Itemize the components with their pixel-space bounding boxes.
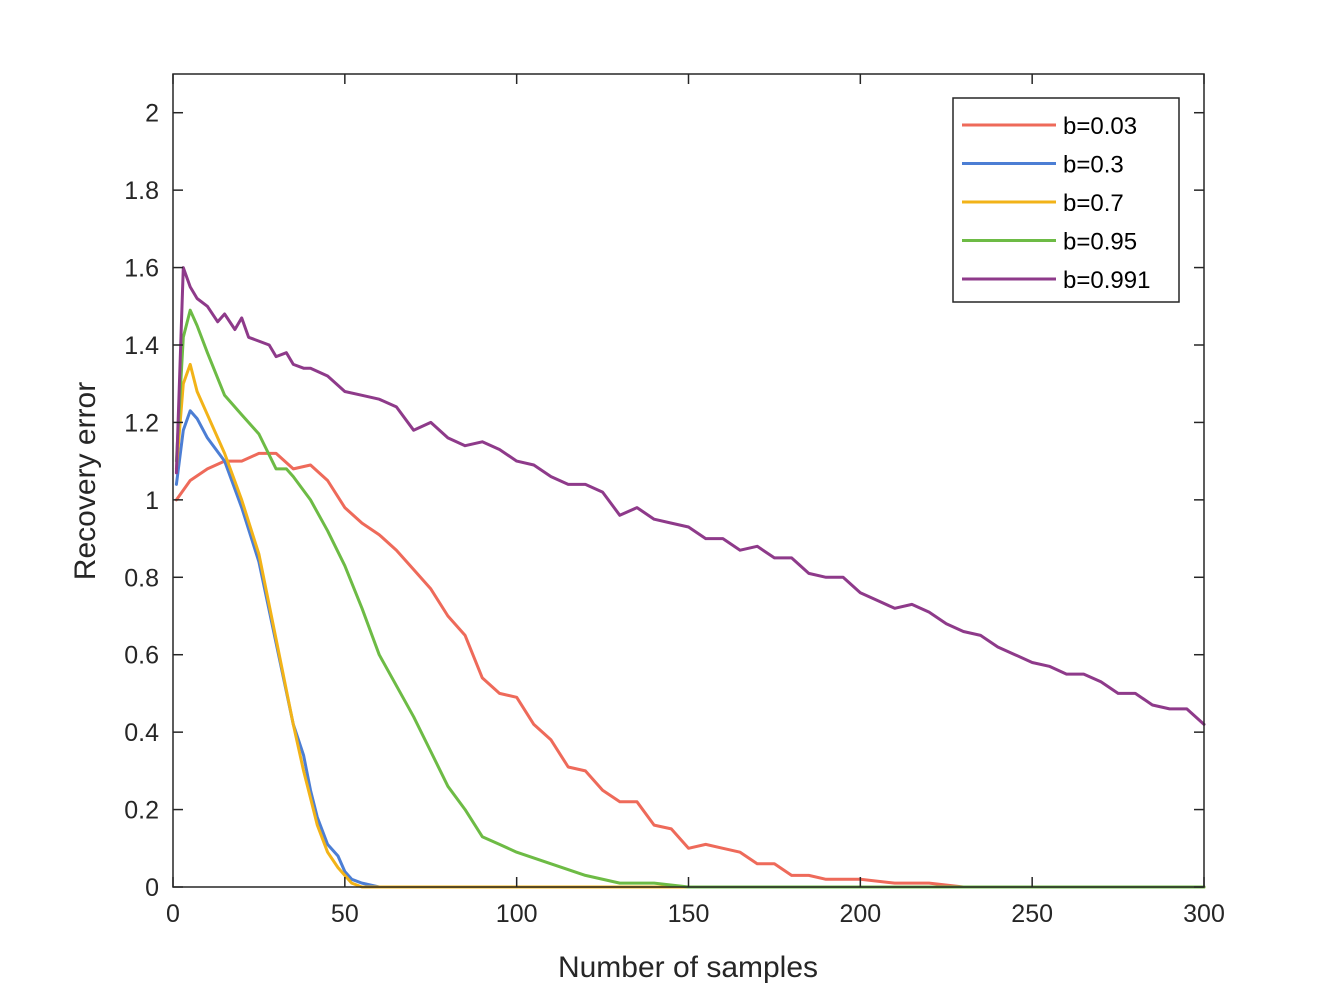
y-tick-label: 0.2 [124, 797, 159, 825]
y-tick-label: 1.8 [124, 177, 159, 205]
series-line-4 [174, 308, 1206, 889]
x-tick-label: 200 [839, 900, 881, 928]
y-tick-label: 1.2 [124, 409, 159, 437]
y-tick-label: 1 [145, 487, 159, 515]
y-axis-label: Recovery error [69, 382, 102, 580]
x-tick-label: 250 [1011, 900, 1053, 928]
y-tick-label: 0.8 [124, 564, 159, 592]
x-tick-label: 100 [496, 900, 538, 928]
legend-label-3: b=0.7 [1063, 190, 1124, 217]
y-tick-label: 1.6 [124, 255, 159, 283]
legend-label-5: b=0.991 [1063, 267, 1150, 294]
legend: b=0.03 b=0.3 b=0.7 b=0.95 b=0.991 [952, 97, 1180, 303]
legend-label-1: b=0.03 [1063, 113, 1137, 140]
series-line-1 [174, 451, 1206, 889]
y-tick-label: 1.4 [124, 332, 159, 360]
y-tick-label: 2 [145, 100, 159, 128]
x-axis-label: Number of samples [558, 951, 818, 984]
y-tick-label: 0 [145, 874, 159, 902]
series-line-5 [174, 266, 1206, 726]
x-axis: 0 50 100 150 200 250 300 [166, 74, 1225, 928]
legend-label-4: b=0.95 [1063, 229, 1137, 256]
x-tick-label: 50 [331, 900, 359, 928]
x-tick-label: 0 [166, 900, 180, 928]
y-tick-label: 0.4 [124, 719, 159, 747]
y-axis: 0 0.2 0.4 0.6 0.8 1 1.2 1.4 1.6 1.8 2 [124, 100, 1204, 902]
y-tick-label: 0.6 [124, 642, 159, 670]
legend-box [952, 97, 1180, 303]
x-tick-label: 300 [1183, 900, 1225, 928]
x-tick-label: 150 [668, 900, 710, 928]
legend-label-2: b=0.3 [1063, 152, 1124, 179]
